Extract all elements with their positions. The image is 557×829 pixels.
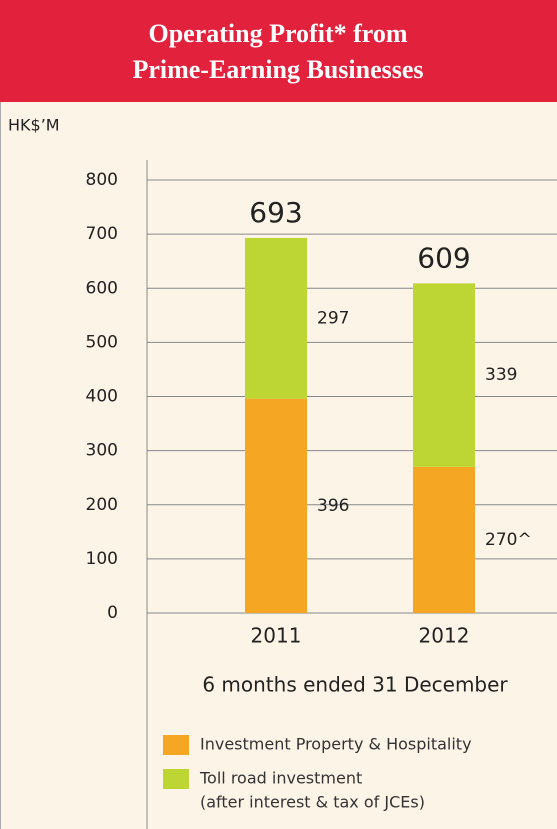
y-tick-label: 200 <box>86 495 118 515</box>
y-tick-label: 400 <box>86 387 118 407</box>
data-label: 396 <box>317 496 349 516</box>
y-tick-label: 800 <box>86 170 118 190</box>
y-tick-label: 500 <box>86 332 118 352</box>
bar-segment <box>413 466 475 613</box>
y-axis-label: HK$’M <box>8 116 60 135</box>
legend-label: Investment Property & Hospitality <box>200 735 472 754</box>
legend-swatch <box>163 735 189 755</box>
header <box>0 0 557 102</box>
chart-title: Operating Profit* from <box>149 19 408 48</box>
total-label: 693 <box>249 196 302 229</box>
x-tick-label: 2012 <box>419 624 470 648</box>
bar-segment <box>245 237 307 399</box>
y-tick-label: 600 <box>86 278 118 298</box>
y-tick-label: 100 <box>86 549 118 569</box>
data-label: 297 <box>317 308 349 328</box>
legend-note: (after interest & tax of JCEs) <box>200 793 425 812</box>
y-tick-label: 700 <box>86 224 118 244</box>
x-tick-label: 2011 <box>251 624 302 648</box>
data-label: 270^ <box>485 530 532 550</box>
bar-segment <box>413 283 475 467</box>
x-axis-label: 6 months ended 31 December <box>202 673 508 697</box>
y-tick-label: 300 <box>86 441 118 461</box>
bar-segment <box>245 398 307 613</box>
legend-label: Toll road investment <box>199 769 362 788</box>
y-tick-label: 0 <box>107 603 118 623</box>
legend-swatch <box>163 769 189 789</box>
data-label: 339 <box>485 365 517 385</box>
chart-title: Prime-Earning Businesses <box>132 55 423 84</box>
total-label: 609 <box>417 241 470 274</box>
